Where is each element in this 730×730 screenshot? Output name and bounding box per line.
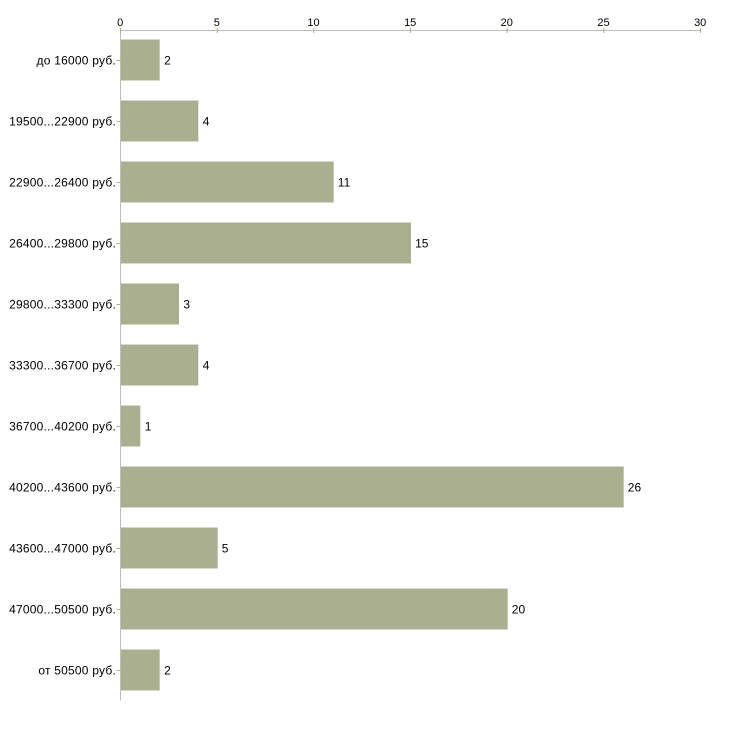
svg-text:5: 5 [214,17,220,29]
svg-text:1: 1 [145,420,152,434]
svg-text:2: 2 [164,664,171,678]
svg-text:29800...33300 руб.: 29800...33300 руб. [9,298,116,312]
svg-text:3: 3 [183,298,190,312]
svg-text:22900...26400 руб.: 22900...26400 руб. [9,176,116,190]
svg-text:40200...43600 руб.: 40200...43600 руб. [9,481,116,495]
svg-text:5: 5 [222,542,229,556]
svg-text:10: 10 [307,17,319,29]
svg-text:20: 20 [512,603,526,617]
svg-text:0: 0 [117,17,123,29]
svg-text:26400...29800 руб.: 26400...29800 руб. [9,237,116,251]
svg-text:25: 25 [597,17,609,29]
svg-text:до 16000 руб.: до 16000 руб. [37,54,116,68]
svg-text:от 50500 руб.: от 50500 руб. [38,664,116,678]
svg-text:30: 30 [694,17,706,29]
svg-text:19500...22900 руб.: 19500...22900 руб. [9,115,116,129]
svg-text:47000...50500 руб.: 47000...50500 руб. [9,603,116,617]
svg-text:33300...36700 руб.: 33300...36700 руб. [9,359,116,373]
svg-text:11: 11 [338,176,351,190]
svg-text:26: 26 [628,481,642,495]
svg-text:4: 4 [203,359,210,373]
svg-text:36700...40200 руб.: 36700...40200 руб. [9,420,116,434]
svg-text:2: 2 [164,54,171,68]
svg-text:43600...47000 руб.: 43600...47000 руб. [9,542,116,556]
svg-text:15: 15 [404,17,416,29]
svg-text:20: 20 [501,17,513,29]
svg-text:4: 4 [203,115,210,129]
svg-text:15: 15 [415,237,429,251]
